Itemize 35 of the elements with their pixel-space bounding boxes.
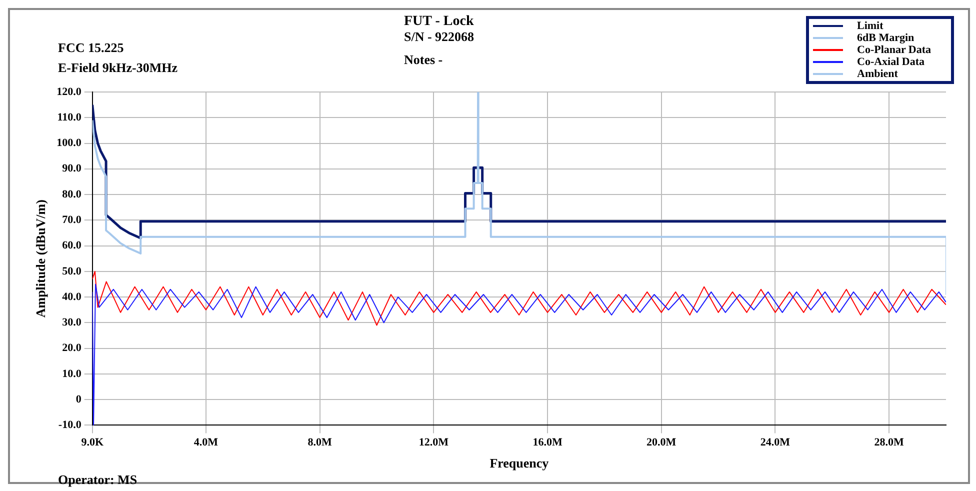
legend-label: Co-Axial Data (857, 56, 925, 68)
text: Notes - (404, 52, 443, 68)
x-tick-label: 20.0M (646, 436, 677, 449)
x-tick-label: 16.0M (532, 436, 563, 449)
chart-subtitle: S/N - 922068 (404, 29, 474, 44)
legend-label: Limit (857, 20, 884, 32)
y-tick-label: 50.0 (62, 265, 82, 278)
x-tick-label: 9.0K (81, 436, 104, 449)
legend-label: 6dB Margin (857, 32, 914, 44)
x-tick-label: 28.0M (874, 436, 905, 449)
x-tick-label: 8.0M (308, 436, 332, 449)
legend-label: Ambient (857, 68, 898, 80)
y-tick-label: 120.0 (56, 86, 82, 98)
x-tick-label: 24.0M (760, 436, 791, 449)
y-tick-label: 0 (76, 393, 82, 406)
y-tick-label: 60.0 (62, 240, 82, 252)
text: Operator: MS (58, 472, 138, 488)
y-axis-title: Amplitude (dBuV/m) (33, 200, 48, 318)
x-tick-label: 4.0M (194, 436, 219, 449)
y-tick-label: 100.0 (56, 137, 82, 150)
text: FCC 15.225 (58, 40, 124, 56)
y-tick-label: 70.0 (62, 214, 82, 226)
x-tick-label: 12.0M (418, 436, 450, 449)
y-tick-label: 110.0 (57, 111, 82, 124)
y-tick-label: 90.0 (62, 162, 82, 175)
x-axis-title: Frequency (490, 456, 550, 471)
y-tick-label: 80.0 (62, 188, 82, 200)
y-tick-label: -10.0 (58, 419, 82, 432)
chart-title: FUT - Lock (404, 14, 474, 29)
y-tick-label: 20.0 (62, 342, 82, 354)
y-tick-label: 10.0 (62, 368, 82, 380)
y-tick-label: 30.0 (62, 316, 82, 329)
y-tick-label: 40.0 (62, 290, 82, 303)
legend-label: Co-Planar Data (857, 44, 932, 56)
text: E-Field 9kHz-30MHz (58, 60, 178, 76)
